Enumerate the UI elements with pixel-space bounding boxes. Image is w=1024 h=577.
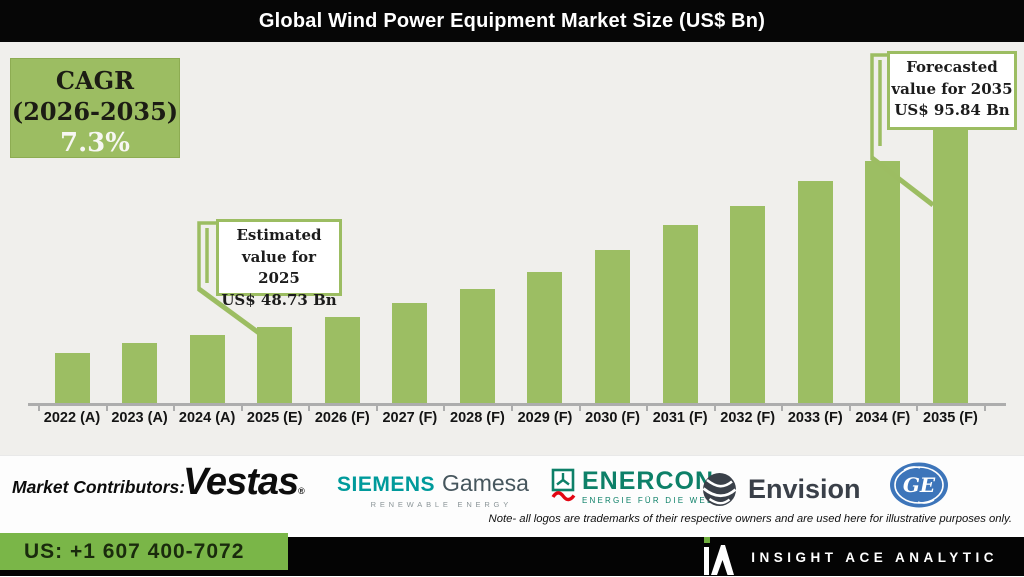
x-axis-label: 2033 (F) [787,410,843,426]
bar-2035 (F) [932,129,968,403]
bar-2028 (F) [459,288,495,403]
bar-2032 (F) [730,205,766,403]
footer-phone-block: US: +1 607 400-7072 [0,533,288,570]
axis-tick [848,405,851,411]
axis-tick [38,405,40,411]
callout-forecast-2035: Forecasted value for 2035 US$ 95.84 Bn [887,51,1017,130]
envision-wordmark: Envision [748,474,861,504]
brand-name: INSIGHT ACE ANALYTIC [751,549,998,565]
axis-tick [781,405,784,411]
siemens-gamesa-logo: SIEMENS Gamesa RENEWABLE ENERGY [337,470,529,509]
axis-tick [173,405,176,411]
phone-number: US: +1 607 400-7072 [24,540,245,563]
callout-line: Estimated [236,226,322,244]
envision-swirl-icon [702,473,737,506]
insight-ace-logo-icon [704,537,735,575]
ge-monogram-text: GE [903,473,936,497]
x-axis-label: 2029 (F) [517,410,573,426]
brand-block: INSIGHT ACE ANALYTIC [703,537,998,575]
enercon-logo: ENERCON ENERGIE FÜR DIE WELT [551,468,720,505]
bar-2026 (F) [324,316,360,403]
bar-2031 (F) [662,224,698,403]
axis-tick [578,405,581,411]
bar-2027 (F) [392,302,428,403]
market-contributors-band: Market Contributors: Vestas® SIEMENS Game… [0,455,1024,534]
ge-logo: GE [888,461,950,514]
market-contributors-label: Market Contributors: [12,477,186,497]
x-axis-label: 2026 (F) [314,410,370,426]
cagr-box: CAGR (2026-2035) 7.3% [10,58,180,158]
callout-line: value for 2025 [241,247,317,288]
x-axis-label: 2035 (F) [923,410,978,426]
page-title: Global Wind Power Equipment Market Size … [258,9,766,32]
enercon-turbine-icon [551,468,576,502]
gamesa-wordmark: Gamesa [442,470,529,496]
x-axis-label: 2022 (A) [43,410,101,426]
cagr-range: (2026-2035) [11,97,179,126]
callout-value: US$ 48.73 Bn [221,290,337,309]
x-axis-label: 2031 (F) [652,410,708,426]
bar-2030 (F) [595,249,631,403]
callout-line: value for 2035 [891,79,1013,98]
footer: US: +1 607 400-7072 INSIGHT ACE ANALYTIC [0,533,1024,576]
x-axis-label: 2032 (F) [720,410,776,426]
axis-tick [916,405,919,411]
registered-trademark-icon: ® [298,486,305,496]
title-bar: Global Wind Power Equipment Market Size … [0,0,1024,42]
callout-line: Forecasted [906,58,998,76]
ge-monogram-icon: GE [890,462,948,508]
cagr-heading: CAGR [55,66,135,95]
vestas-logo: Vestas® [183,461,305,504]
callout-estimated-2025: Estimated value for 2025 US$ 48.73 Bn [216,219,342,309]
axis-tick [443,405,446,411]
enercon-tagline: ENERGIE FÜR DIE WELT [582,496,721,505]
vestas-wordmark: Vestas [183,461,299,503]
x-axis-label: 2028 (F) [450,410,505,426]
x-axis-label: 2027 (F) [382,410,438,426]
envision-logo: Envision [701,471,861,508]
bar-2033 (F) [797,180,833,403]
trademark-note: Note- all logos are trademarks of their … [488,513,1012,525]
x-axis-label: 2030 (F) [585,410,640,426]
axis-tick [713,405,716,411]
x-axis-label: 2034 (F) [855,410,911,426]
callout-value: US$ 95.84 Bn [894,101,1010,119]
bar-2022 (A) [54,352,90,403]
axis-tick [240,405,243,411]
x-axis-label: 2023 (A) [111,410,168,426]
axis-tick [983,405,986,411]
siemens-gamesa-tagline: RENEWABLE ENERGY [370,500,512,509]
chart-area: 2022 (A) 2023 (A) 2024 (A) 2025 (E) 2026 (F)… [0,42,1024,455]
x-axis-label: 2024 (A) [178,410,236,426]
bar-2034 (F) [865,160,901,403]
cagr-value: 7.3% [60,128,130,158]
bar-2029 (F) [527,271,563,403]
bar-2023 (A) [122,342,158,403]
axis-tick [646,405,649,411]
bar-2025 (E) [257,326,293,403]
x-axis-line [28,403,1006,406]
bar-2024 (A) [189,334,225,403]
siemens-wordmark: SIEMENS [337,473,436,496]
x-axis-label: 2025 (E) [246,410,303,426]
enercon-wordmark: ENERCON [582,467,715,495]
axis-tick [308,405,311,411]
axis-tick [375,405,378,411]
axis-tick [105,405,108,411]
axis-tick [510,405,513,411]
